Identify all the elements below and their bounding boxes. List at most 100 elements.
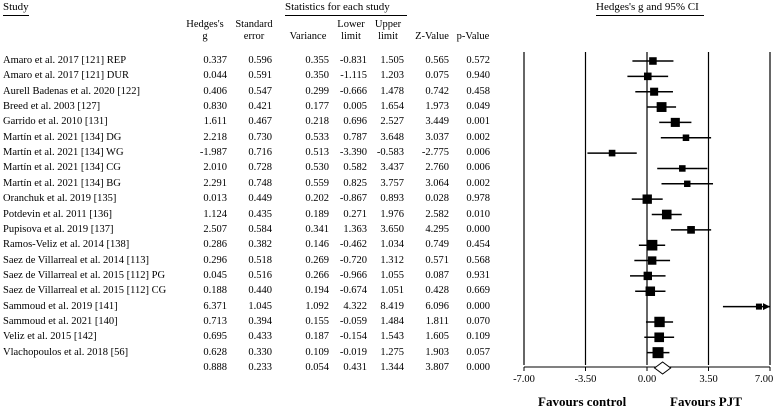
cell-g: 2.218	[203, 131, 227, 143]
cell-se: 0.730	[248, 131, 272, 143]
cell-upper: 0.893	[380, 193, 404, 205]
cell-var: 0.109	[305, 346, 329, 358]
cell-se: 0.716	[248, 147, 272, 159]
study-name: Saez de Villarreal et al. 2014 [113]	[3, 254, 150, 266]
cell-se: 0.433	[248, 331, 272, 343]
study-name: Ramos-Veliz et al. 2014 [138]	[3, 239, 130, 251]
ci-arrow	[763, 303, 770, 311]
cell-z: 0.565	[425, 55, 449, 66]
effect-size-square	[687, 226, 695, 234]
statistics-header-underline	[285, 15, 407, 16]
cell-se: 0.516	[248, 269, 272, 281]
cell-var: 0.533	[305, 131, 329, 143]
cell-var: 0.177	[305, 101, 329, 113]
study-name: Garrido et al. 2010 [131]	[3, 116, 108, 128]
effect-size-square	[649, 57, 657, 65]
cell-se: 0.449	[248, 193, 272, 205]
col-header-g: Hedges's g	[186, 19, 224, 42]
cell-lower: -0.831	[339, 55, 367, 66]
x-tick-label: -3.50	[574, 374, 597, 385]
cell-upper: 1.275	[380, 346, 404, 358]
cell-p: 0.057	[466, 346, 490, 358]
cell-z: 1.605	[425, 331, 449, 343]
cell-g: 2.291	[203, 177, 227, 189]
cell-g: 0.628	[203, 346, 227, 358]
cell-var: 0.202	[305, 193, 329, 205]
cell-p: 0.568	[466, 254, 490, 266]
overall-p: 0.000	[466, 362, 490, 373]
cell-lower: 0.825	[343, 177, 367, 189]
cell-g: 0.013	[203, 193, 227, 205]
cell-z: 2.760	[425, 162, 449, 174]
cell-lower: 4.322	[343, 300, 367, 312]
cell-var: 0.299	[305, 85, 329, 97]
cell-z: 3.037	[425, 131, 449, 143]
cell-g: 0.337	[203, 55, 227, 66]
cell-z: 0.087	[425, 269, 449, 281]
cell-g: 2.010	[203, 162, 227, 174]
effect-size-square	[679, 165, 686, 172]
favours-pjt-label: Favours PJT	[670, 394, 742, 409]
cell-se: 0.518	[248, 254, 272, 266]
cell-lower: 0.787	[343, 131, 367, 143]
study-name: Saez de Villarreal et al. 2015 [112] CG	[3, 285, 167, 297]
x-tick-label: 7.00	[754, 374, 774, 385]
cell-lower: -0.059	[339, 315, 367, 327]
cell-se: 0.591	[248, 70, 272, 82]
cell-upper: 1.543	[380, 331, 404, 343]
cell-lower: 0.582	[343, 162, 367, 174]
cell-se: 0.435	[248, 208, 272, 220]
cell-lower: -0.867	[339, 193, 367, 205]
cell-z: 3.064	[425, 177, 449, 189]
cell-var: 0.194	[305, 285, 329, 297]
cell-g: 0.045	[203, 269, 227, 281]
cell-p: 0.000	[466, 223, 490, 235]
overall-diamond	[653, 361, 672, 375]
effect-size-square	[656, 102, 667, 112]
cell-p: 0.070	[466, 315, 490, 327]
statistics-header: Statistics for each study	[285, 1, 390, 13]
effect-size-square	[654, 332, 665, 343]
cell-se: 0.330	[248, 346, 272, 358]
study-name: Aurell Badenas et al. 2020 [122]	[3, 85, 141, 97]
effect-size-square	[650, 87, 659, 96]
cell-upper: 3.650	[380, 223, 404, 235]
x-tick-label: 3.50	[699, 374, 718, 385]
cell-z: 4.295	[425, 223, 449, 235]
cell-var: 0.530	[305, 162, 329, 174]
cell-lower: -0.966	[339, 269, 367, 281]
overall-var: 0.054	[305, 362, 329, 373]
cell-z: 1.903	[425, 346, 449, 358]
x-tick-label: -7.00	[513, 374, 535, 385]
cell-se: 1.045	[248, 300, 272, 312]
effect-size-square	[608, 149, 616, 157]
cell-g: 0.188	[203, 285, 227, 297]
cell-upper: 3.757	[380, 177, 404, 189]
cell-lower: -0.674	[339, 285, 367, 297]
cell-p: 0.109	[466, 331, 490, 343]
cell-var: 0.266	[305, 269, 329, 281]
cell-p: 0.010	[466, 208, 490, 220]
cell-upper: 1.505	[380, 55, 404, 66]
effect-size-square	[645, 286, 656, 296]
cell-var: 0.559	[305, 177, 329, 189]
cell-se: 0.421	[248, 101, 272, 113]
cell-z: 0.749	[425, 239, 449, 251]
cell-lower: -0.019	[339, 346, 367, 358]
study-name: Oranchuk et al. 2019 [135]	[3, 193, 117, 205]
col-header-se: Standard error	[235, 19, 273, 42]
col-header-upper: Upper limit	[374, 19, 402, 42]
cell-p: 0.572	[466, 55, 490, 66]
cell-se: 0.584	[248, 223, 272, 235]
cell-g: 0.296	[203, 254, 227, 266]
cell-g: 0.044	[203, 70, 227, 82]
cell-var: 0.146	[305, 239, 329, 251]
cell-se: 0.748	[248, 177, 272, 189]
cell-upper: 3.648	[380, 131, 404, 143]
cell-lower: -1.115	[340, 70, 367, 82]
study-column-header: Study	[3, 1, 29, 13]
study-name: Potdevin et al. 2011 [136]	[3, 208, 112, 220]
plot-header: Hedges's g and 95% CI	[596, 1, 699, 13]
effect-size-square	[643, 72, 652, 81]
